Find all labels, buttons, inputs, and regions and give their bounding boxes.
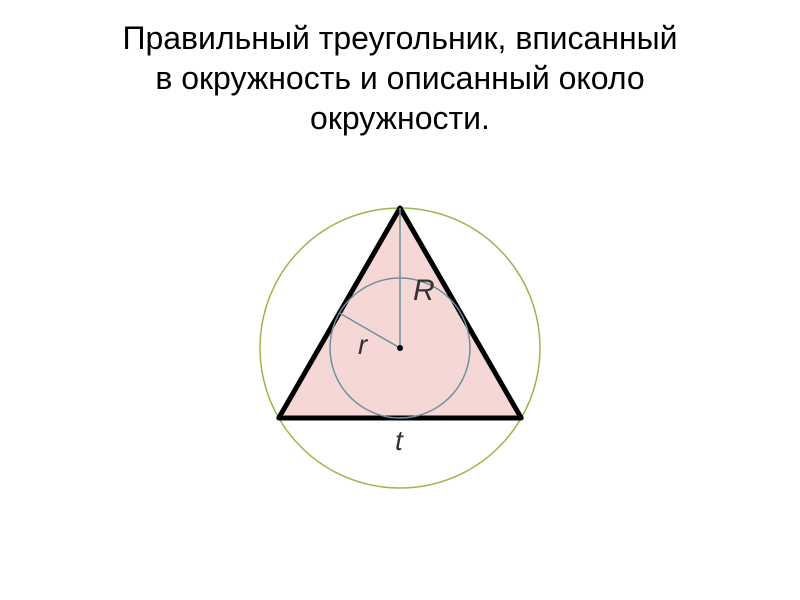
label-t: t [395, 425, 404, 456]
page-title: Правильный треугольник, вписанный в окру… [0, 0, 800, 138]
figure-container: Rrt [0, 148, 800, 508]
title-line-2: в окружность и описанный около [40, 58, 760, 98]
title-line-3: окружности. [40, 98, 760, 138]
center-point [397, 345, 403, 351]
title-line-1: Правильный треугольник, вписанный [40, 18, 760, 58]
triangle-circles-diagram: Rrt [220, 148, 580, 508]
label-R: R [413, 274, 435, 307]
